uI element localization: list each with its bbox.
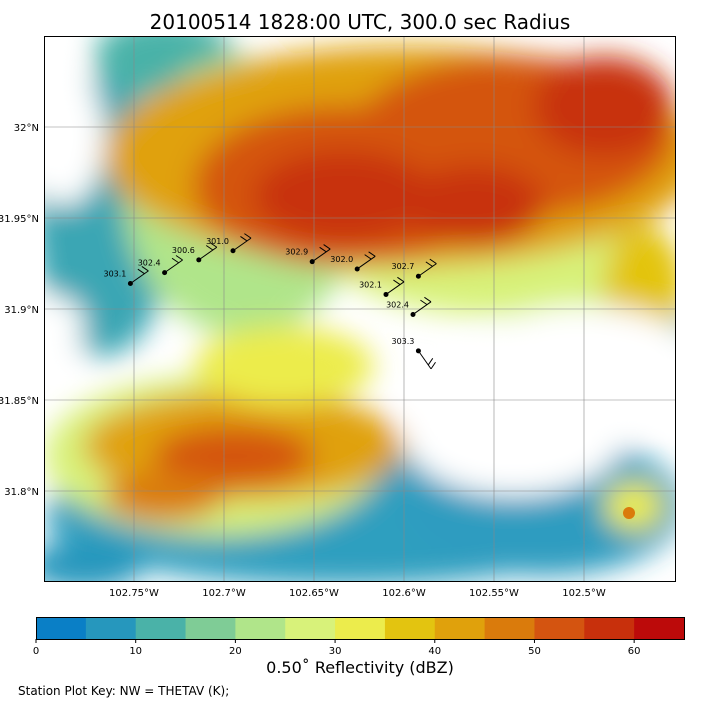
wind-barb — [417, 350, 432, 370]
colorbar-segment — [534, 617, 585, 639]
wind-barb-flag — [171, 257, 179, 264]
station-dot — [383, 291, 389, 297]
wind-barb-flag — [205, 245, 214, 251]
wind-barb-flag — [364, 254, 372, 260]
lon-label: 102.5°W — [562, 588, 606, 599]
station-plot-key: Station Plot Key: NW = THETAV (K); — [18, 684, 230, 698]
station-plot: 302.0 — [330, 251, 376, 272]
wind-barb — [385, 281, 405, 295]
colorbar-segment — [335, 617, 386, 639]
wind-barb-flag — [368, 251, 376, 257]
wind-barb — [311, 248, 331, 263]
station-thetav: 302.7 — [391, 262, 414, 271]
lon-label: 102.6°W — [382, 588, 426, 599]
wind-barb-flag — [209, 242, 218, 248]
wind-barb — [232, 237, 252, 252]
station-thetav: 300.6 — [172, 246, 195, 255]
colorbar-tick-label: 30 — [329, 646, 342, 657]
station-thetav: 303.3 — [391, 337, 414, 346]
lon-label: 102.75°W — [109, 588, 159, 599]
colorbar-tick-label: 0 — [33, 646, 39, 657]
wind-barb — [164, 259, 183, 274]
wind-barb-flag — [430, 361, 436, 370]
station-plot: 302.1 — [359, 276, 405, 297]
wind-barb-flag — [323, 244, 331, 250]
wind-barb — [130, 270, 149, 284]
station-plot: 302.4 — [138, 255, 183, 276]
station-dot — [127, 281, 133, 287]
wind-barb-flag — [244, 233, 252, 239]
station-plot: 303.1 — [103, 265, 149, 287]
lat-label: 31.85°N — [0, 396, 39, 407]
station-dot — [162, 270, 168, 276]
wind-barb — [418, 263, 437, 277]
station-dot — [415, 273, 421, 279]
wind-barb-flag — [319, 246, 327, 253]
station-dot — [415, 348, 421, 354]
colorbar-segment — [185, 617, 236, 639]
wind-barb-flag — [425, 261, 433, 267]
colorbar-segment — [384, 617, 436, 639]
wind-barb-flag — [427, 358, 434, 366]
station-thetav: 303.1 — [103, 270, 126, 279]
station-plot: 301.0 — [206, 233, 252, 254]
colorbar-segment — [235, 617, 286, 639]
colorbar-segment — [285, 617, 336, 639]
wind-barb-flag — [397, 276, 405, 283]
station-dot — [354, 266, 360, 272]
graticule — [44, 36, 676, 582]
lat-label: 31.9°N — [4, 305, 39, 316]
wind-barb-flag — [137, 268, 145, 275]
station-thetav: 302.0 — [330, 255, 353, 264]
station-plot: 302.7 — [391, 258, 437, 279]
colorbar-tick-label: 40 — [428, 646, 441, 657]
station-dot — [410, 311, 416, 317]
station-thetav: 302.1 — [359, 280, 382, 289]
station-thetav: 302.4 — [386, 300, 409, 309]
station-thetav: 302.9 — [285, 248, 308, 257]
station-plot: 302.4 — [386, 296, 432, 317]
station-plots: 303.1 302.4 300.6 301.0 302.9 302.0 302.7 302.1… — [103, 233, 437, 370]
wind-barb-flag — [141, 265, 149, 272]
wind-barb-flag — [429, 258, 437, 265]
lat-label: 31.8°N — [4, 487, 39, 498]
map-title: 20100514 1828:00 UTC, 300.0 sec Radius — [149, 10, 571, 34]
reflectivity-map[interactable]: 303.1 302.4 300.6 301.0 302.9 302.0 302.7 302.1… — [44, 36, 676, 582]
lat-label: 32°N — [14, 123, 39, 134]
wind-barb-flag — [393, 279, 401, 286]
colorbar-segment — [584, 617, 635, 639]
colorbar: 0 10 20 30 40 50 60 — [33, 617, 685, 657]
colorbar-tick-label: 20 — [229, 646, 242, 657]
colorbar-tick-label: 60 — [628, 646, 641, 657]
colorbar-title: 0.50˚ Reflectivity (dBZ) — [266, 658, 454, 677]
station-thetav: 302.4 — [138, 259, 161, 268]
station-plot: 300.6 — [172, 242, 218, 263]
station-thetav: 301.0 — [206, 237, 229, 246]
station-plot: 302.9 — [285, 244, 331, 265]
colorbar-segment — [484, 617, 535, 639]
colorbar-segment — [634, 617, 685, 639]
station-dot — [196, 257, 202, 263]
lon-label: 102.65°W — [289, 588, 339, 599]
colorbar-segment — [36, 617, 87, 639]
wind-barb-flag — [175, 255, 183, 261]
station-plot: 303.3 — [391, 337, 436, 370]
wind-barb-flag — [420, 299, 428, 306]
wind-barb-flag — [240, 236, 248, 242]
lat-label: 31.95°N — [0, 214, 39, 225]
colorbar-segment — [85, 617, 137, 639]
station-dot — [230, 248, 236, 254]
wind-barb-flag — [424, 296, 432, 303]
colorbar-tick-label: 10 — [129, 646, 142, 657]
colorbar-segment — [434, 617, 486, 639]
wind-barb — [412, 301, 432, 315]
wind-barb — [356, 255, 376, 270]
wind-barb — [198, 246, 218, 261]
lon-label: 102.55°W — [469, 588, 519, 599]
colorbar-tick-label: 50 — [528, 646, 541, 657]
station-dot — [309, 259, 315, 265]
colorbar-segment — [135, 617, 187, 639]
lon-label: 102.7°W — [202, 588, 246, 599]
